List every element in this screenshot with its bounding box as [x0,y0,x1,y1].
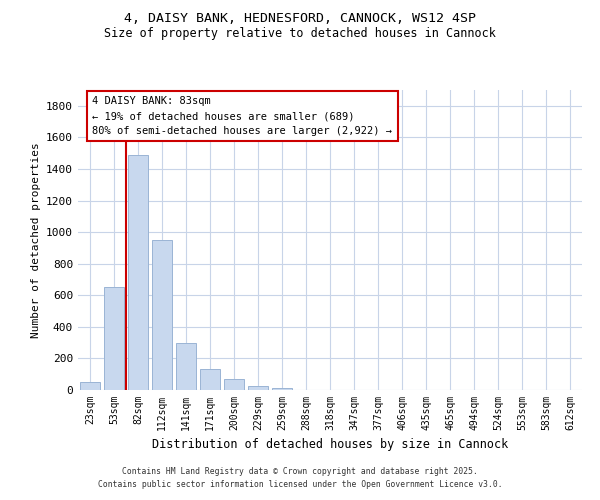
Bar [224,379,244,390]
Text: Contains HM Land Registry data © Crown copyright and database right 2025.
Contai: Contains HM Land Registry data © Crown c… [98,468,502,489]
Bar [80,382,100,390]
Text: Size of property relative to detached houses in Cannock: Size of property relative to detached ho… [104,28,496,40]
Text: 4, DAISY BANK, HEDNESFORD, CANNOCK, WS12 4SP: 4, DAISY BANK, HEDNESFORD, CANNOCK, WS12… [124,12,476,26]
Bar [152,240,172,390]
Bar [176,342,196,390]
Bar [248,386,268,390]
Bar [272,388,292,390]
Y-axis label: Number of detached properties: Number of detached properties [31,142,41,338]
Bar [104,288,124,390]
Text: 4 DAISY BANK: 83sqm
← 19% of detached houses are smaller (689)
80% of semi-detac: 4 DAISY BANK: 83sqm ← 19% of detached ho… [92,96,392,136]
X-axis label: Distribution of detached houses by size in Cannock: Distribution of detached houses by size … [152,438,508,452]
Bar [128,154,148,390]
Bar [200,368,220,390]
